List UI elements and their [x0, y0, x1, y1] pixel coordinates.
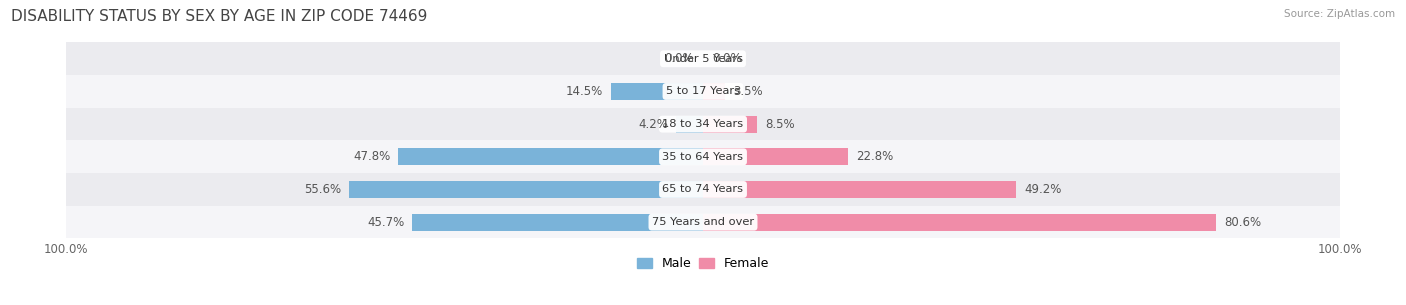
Text: 22.8%: 22.8%	[856, 150, 893, 163]
Text: Source: ZipAtlas.com: Source: ZipAtlas.com	[1284, 9, 1395, 19]
Bar	[66, 75, 1340, 108]
Text: 75 Years and over: 75 Years and over	[652, 217, 754, 227]
Bar	[703, 148, 848, 165]
Bar	[66, 108, 1340, 141]
Text: 0.0%: 0.0%	[713, 52, 742, 65]
Text: 14.5%: 14.5%	[565, 85, 603, 98]
Bar	[66, 141, 1340, 173]
Text: 47.8%: 47.8%	[353, 150, 391, 163]
Bar	[349, 181, 703, 198]
Bar	[66, 173, 1340, 206]
Bar	[398, 148, 703, 165]
Text: 45.7%: 45.7%	[367, 216, 405, 229]
Text: DISABILITY STATUS BY SEX BY AGE IN ZIP CODE 74469: DISABILITY STATUS BY SEX BY AGE IN ZIP C…	[11, 9, 427, 24]
Text: 0.0%: 0.0%	[664, 52, 693, 65]
Bar	[703, 181, 1017, 198]
Text: 35 to 64 Years: 35 to 64 Years	[662, 152, 744, 162]
Text: 80.6%: 80.6%	[1225, 216, 1261, 229]
Text: 49.2%: 49.2%	[1024, 183, 1062, 196]
Text: 4.2%: 4.2%	[638, 118, 669, 131]
Text: 5 to 17 Years: 5 to 17 Years	[666, 86, 740, 96]
Bar	[703, 116, 758, 133]
Legend: Male, Female: Male, Female	[631, 252, 775, 275]
Text: 3.5%: 3.5%	[733, 85, 762, 98]
Bar	[676, 116, 703, 133]
Bar	[703, 83, 725, 100]
Bar	[66, 42, 1340, 75]
Bar	[610, 83, 703, 100]
Bar	[66, 206, 1340, 239]
Text: Under 5 Years: Under 5 Years	[664, 54, 742, 64]
Text: 65 to 74 Years: 65 to 74 Years	[662, 185, 744, 195]
Bar	[703, 214, 1216, 231]
Text: 8.5%: 8.5%	[765, 118, 794, 131]
Bar	[412, 214, 703, 231]
Text: 55.6%: 55.6%	[304, 183, 342, 196]
Text: 18 to 34 Years: 18 to 34 Years	[662, 119, 744, 129]
